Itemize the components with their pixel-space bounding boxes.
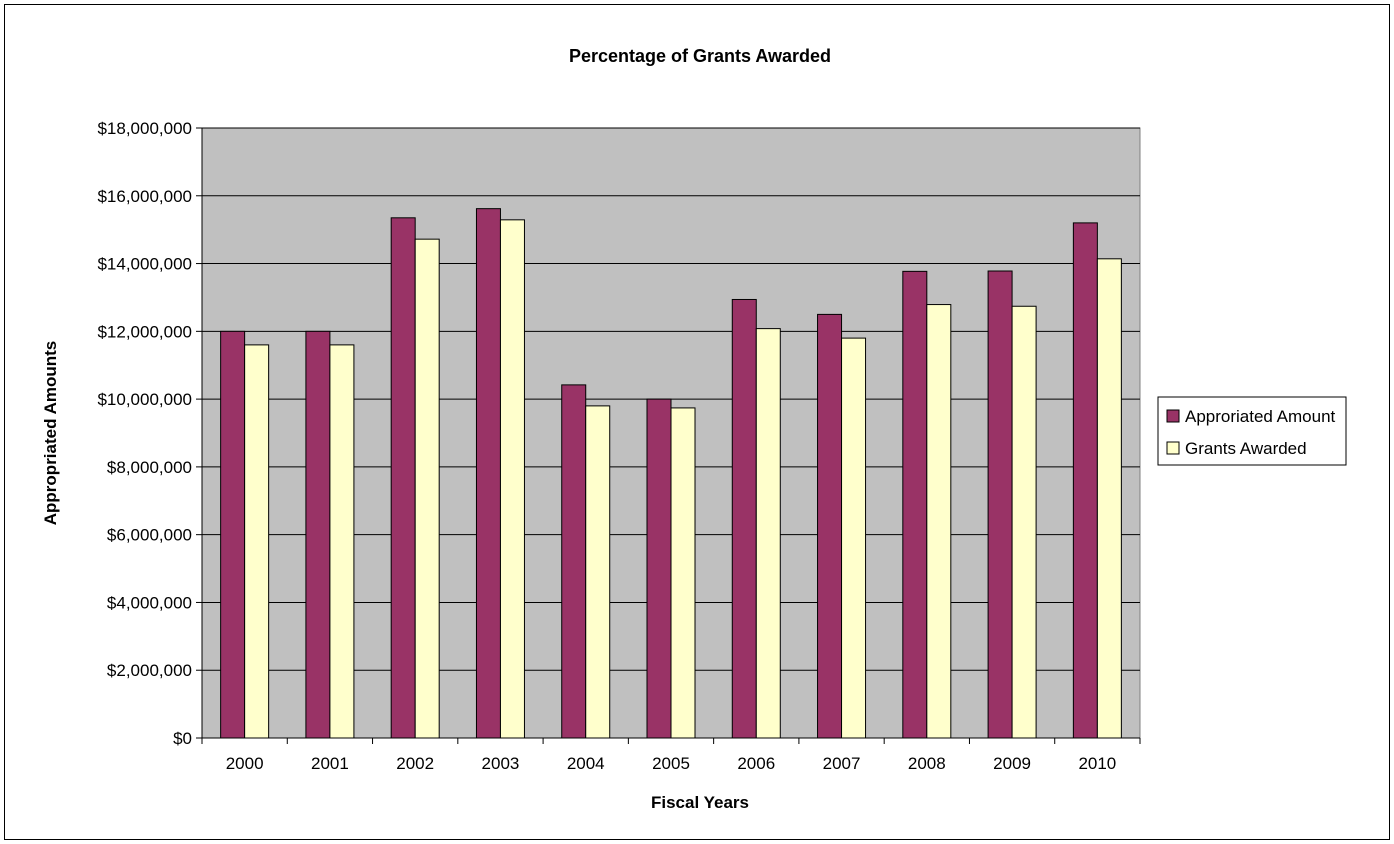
bar-grants-2005 <box>670 407 696 739</box>
bar-appropriated-2006 <box>731 298 757 739</box>
x-tick-label: 2000 <box>226 754 264 773</box>
bar-grants-2001 <box>329 344 355 739</box>
x-tick-label: 2004 <box>567 754 605 773</box>
legend: Approriated Amount Grants Awarded <box>1157 396 1347 466</box>
x-tick-label: 2009 <box>993 754 1031 773</box>
bar-grants-2008 <box>926 304 952 739</box>
bar-grants-2006 <box>755 328 781 739</box>
bar-appropriated-2000 <box>220 330 246 739</box>
bar-appropriated-2009 <box>987 270 1013 739</box>
axes <box>196 127 1141 744</box>
y-tick-label: $18,000,000 <box>97 119 192 138</box>
bar-appropriated-2001 <box>305 330 331 739</box>
y-tick-label: $16,000,000 <box>97 187 192 206</box>
legend-label-approriated-amount: Approriated Amount <box>1185 407 1336 426</box>
bar-grants-2003 <box>499 219 525 739</box>
x-tick-label: 2010 <box>1078 754 1116 773</box>
bar-grants-2009 <box>1011 305 1037 739</box>
legend-box <box>1157 396 1347 466</box>
y-tick-label: $12,000,000 <box>97 322 192 341</box>
legend-swatch-approriated-amount <box>1166 409 1180 423</box>
bar-appropriated-2003 <box>475 208 501 739</box>
y-tick-label: $0 <box>173 729 192 748</box>
x-tick-label: 2008 <box>908 754 946 773</box>
legend-swatch-grants-awarded <box>1166 441 1180 455</box>
bar-grants-2007 <box>841 337 867 739</box>
bar-appropriated-2008 <box>902 270 928 739</box>
y-tick-label: $6,000,000 <box>107 526 192 545</box>
legend-label-grants-awarded: Grants Awarded <box>1185 439 1307 458</box>
y-tick-label: $2,000,000 <box>107 661 192 680</box>
y-tick-label: $4,000,000 <box>107 593 192 612</box>
bar-appropriated-2007 <box>817 313 843 739</box>
x-tick-labels: 2000 2001 2002 2003 2004 2005 2006 2007 2008 2009… <box>226 754 1117 773</box>
x-tick-label: 2002 <box>396 754 434 773</box>
x-tick-label: 2007 <box>823 754 861 773</box>
y-tick-label: $14,000,000 <box>97 255 192 274</box>
bar-grants-2002 <box>414 238 440 739</box>
x-tick-label: 2006 <box>737 754 775 773</box>
bar-grants-2000 <box>244 344 270 739</box>
y-axis-title: Appropriated Amounts <box>41 341 60 525</box>
y-tick-labels: $0 $2,000,000 $4,000,000 $6,000,000 $8,000,0… <box>97 119 192 748</box>
bar-grants-2010 <box>1096 258 1122 739</box>
bar-appropriated-2005 <box>646 398 672 739</box>
x-axis-title: Fiscal Years <box>651 793 749 812</box>
bars <box>220 208 1122 739</box>
bar-appropriated-2010 <box>1072 222 1098 739</box>
x-tick-label: 2001 <box>311 754 349 773</box>
x-tick-label: 2003 <box>482 754 520 773</box>
y-tick-label: $10,000,000 <box>97 390 192 409</box>
bar-grants-2004 <box>585 405 611 739</box>
x-tick-label: 2005 <box>652 754 690 773</box>
bar-appropriated-2002 <box>390 217 416 739</box>
y-tick-label: $8,000,000 <box>107 458 192 477</box>
bar-appropriated-2004 <box>561 384 587 739</box>
chart-title: Percentage of Grants Awarded <box>569 46 831 66</box>
